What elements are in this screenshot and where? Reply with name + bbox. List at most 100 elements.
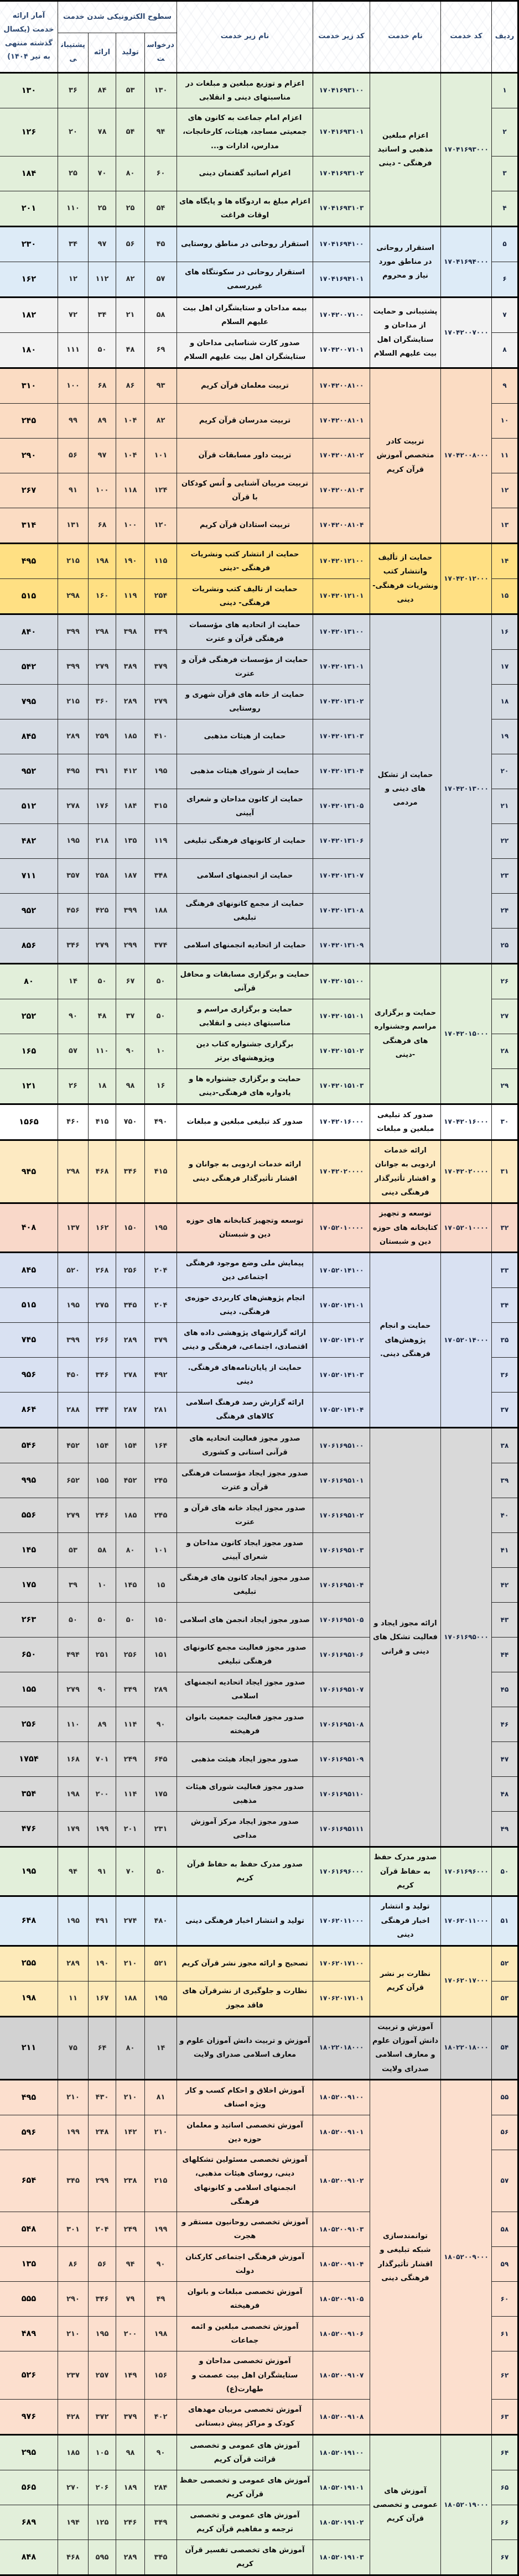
e-delivery-level-cell: ۵۸ — [88, 1532, 116, 1568]
table-row: ۹ ۱۷۰۴۲۰۰۸۰۰۰ تربیت کادر متخصص آموزش قرآن … — [0, 367, 518, 544]
e-request-level-cell: ۸۱ — [144, 2078, 177, 2115]
sub-service-code-cell: ۱۷۰۴۲۰۱۳۱۰۶ — [313, 823, 370, 859]
table-row: ۲۶ ۱۷۰۴۲۰۱۵۰۰۰ حمایت و برگزاری مراسم وجشنو… — [0, 963, 518, 1105]
e-request-level-cell: ۱۵۱ — [144, 1637, 177, 1673]
table-row: ۱۵ ۱۷۰۴۲۰۱۲۱۰۱ حمایت از تالیف کتب ونشریات … — [0, 578, 518, 615]
sub-service-code-cell: ۱۷۰۴۲۰۰۸۱۰۰ — [313, 367, 370, 404]
e-request-level-cell: ۲۳۱ — [144, 1811, 177, 1848]
table-row: ۴۱ ۱۷۰۶۱۶۹۵۱۰۳ صدور مجوز ایجاد کانون مداحا… — [0, 1532, 518, 1568]
sub-service-code-cell: ۱۷۰۵۲۰۱۴۱۰۰ — [313, 1252, 370, 1289]
sub-service-code-cell: ۱۷۰۴۲۰۱۵۱۰۰ — [313, 963, 370, 1000]
table-row: ۸ ۱۷۰۴۲۰۰۷۱۰۱ صدور کارت شناسایی مداحان و س… — [0, 332, 518, 369]
e-support-level-cell: ۱۸۵ — [57, 2434, 89, 2471]
sub-service-name-cell: تربیت مدرسان قرآن کریم — [177, 403, 313, 439]
service-name-cell: توانمندسازی شبکه تبلیغی و اقشار تأثیرگذا… — [370, 2078, 441, 2436]
annual-stat-cell: ۱۷۵۴ — [0, 1741, 58, 1777]
table-row: ۵۶ ۱۸۰۵۲۰۰۹۱۰۱ آموزش تخصصی اساتید و معلمان… — [0, 2114, 518, 2150]
e-production-level-cell: ۵۳ — [116, 72, 145, 108]
sub-service-name-cell: ارائه خدمات اردویی به جوانان و اقشار تأث… — [177, 1139, 313, 1204]
annual-stat-cell: ۵۴۶ — [0, 1427, 58, 1464]
annual-stat-cell: ۳۵۴ — [0, 1776, 58, 1812]
e-support-level-cell: ۳۹۹ — [57, 649, 89, 685]
sub-service-code-cell: ۱۷۰۴۲۰۱۵۱۰۳ — [313, 1068, 370, 1105]
e-request-level-cell: ۹۰ — [144, 2246, 177, 2282]
table-row: ۱۱ ۱۷۰۴۲۰۰۸۱۰۲ تربیت داور مسابقات قرآن ۱۰۱ ۱… — [0, 438, 518, 474]
annual-stat-cell: ۴۷۶ — [0, 1811, 58, 1848]
sub-service-name-cell: اعزام امام جماعت به کانون های جمعیتی مسا… — [177, 107, 313, 157]
service-name-cell: حمایت و انجام پژوهش‌های فرهنگی دینی. — [370, 1252, 441, 1428]
e-delivery-level-cell: ۲۹۹ — [88, 2149, 116, 2213]
table-row: ۱۴ ۱۷۰۴۲۰۱۲۰۰۰ حمایت از تألیف وانتشار کتب … — [0, 543, 518, 615]
e-production-level-cell: ۶۷ — [116, 963, 145, 1000]
e-production-level-cell: ۸۶ — [116, 367, 145, 404]
e-request-level-cell: ۳۷۹ — [144, 1322, 177, 1358]
e-delivery-level-cell: ۱۹۵ — [88, 2316, 116, 2352]
e-production-level-cell: ۲۷۴ — [116, 1895, 145, 1946]
sub-service-code-cell: ۱۸۰۵۲۰۰۹۱۰۸ — [313, 2399, 370, 2436]
sub-service-code-cell: ۱۷۰۴۲۰۱۳۱۰۱ — [313, 649, 370, 685]
e-request-level-cell: ۲۸۱ — [144, 1392, 177, 1428]
row-number-cell: ۱۶ — [491, 613, 518, 650]
service-code-cell: ۱۷۰۶۱۶۹۶۰۰۰ — [440, 1846, 492, 1897]
e-production-level-cell: ۲۴۶ — [116, 2505, 145, 2541]
e-support-level-cell: ۲۷۹ — [57, 1498, 89, 1534]
sub-service-name-cell: اعزام و توزیع مبلغین و مبلغات در مناسبته… — [177, 72, 313, 108]
row-number-cell: ۲۱ — [491, 789, 518, 825]
e-production-level-cell: ۲۱ — [116, 296, 145, 333]
service-code-cell: ۱۷۰۴۱۶۹۳۰۰۰ — [440, 72, 492, 227]
sub-service-code-cell: ۱۸۰۵۲۰۱۹۱۰۳ — [313, 2540, 370, 2576]
e-support-level-cell: ۴۵۲ — [57, 1427, 89, 1464]
e-production-level-cell: ۱۳۵ — [116, 823, 145, 859]
table-row: ۱۷ ۱۷۰۴۲۰۱۳۱۰۱ حمایت از مؤسسات فرهنگی قرآن… — [0, 649, 518, 685]
e-delivery-level-cell: ۲۴۸ — [88, 2114, 116, 2150]
sub-service-code-cell: ۱۸۰۵۲۰۰۹۱۰۵ — [313, 2281, 370, 2317]
row-number-cell: ۵۰ — [491, 1846, 518, 1897]
e-request-level-cell: ۱۹۵ — [144, 754, 177, 790]
sub-service-name-cell: بیمه مداحان و ستایشگران اهل بیت علیهم ال… — [177, 296, 313, 333]
service-code-cell: ۱۷۰۴۲۰۱۳۰۰۰ — [440, 613, 492, 964]
row-number-cell: ۴۶ — [491, 1707, 518, 1743]
e-delivery-level-cell: ۲۶۸ — [88, 1252, 116, 1289]
sub-service-code-cell: ۱۷۰۶۱۶۹۵۱۱۰ — [313, 1776, 370, 1812]
e-request-level-cell: ۳۱۵ — [144, 789, 177, 825]
row-number-cell: ۵۳ — [491, 1980, 518, 2017]
row-number-cell: ۵۱ — [491, 1895, 518, 1946]
sub-service-name-cell: حمایت از کانونهای فرهنگی تبلیغی — [177, 823, 313, 859]
e-support-level-cell: ۲۳۷ — [57, 2351, 89, 2400]
header-e-production: تولید — [116, 33, 145, 73]
sub-service-code-cell: ۱۸۰۵۲۰۰۹۱۰۳ — [313, 2212, 370, 2248]
sub-service-code-cell: ۱۸۰۵۲۰۱۹۱۰۰ — [313, 2434, 370, 2471]
e-request-level-cell: ۳۷۴ — [144, 928, 177, 964]
annual-stat-cell: ۸۴۵ — [0, 1252, 58, 1289]
sub-service-name-cell: حمایت از خانه های قرآن شهری و روستایی — [177, 684, 313, 720]
e-production-level-cell: ۲۷۸ — [116, 1357, 145, 1393]
row-number-cell: ۳۵ — [491, 1322, 518, 1358]
sub-service-code-cell: ۱۷۰۵۲۰۱۴۱۰۳ — [313, 1357, 370, 1393]
table-row: ۱۲ ۱۷۰۴۲۰۰۸۱۰۳ تربیت مربیان آشنایی و اُنس … — [0, 473, 518, 509]
e-production-level-cell: ۳۴۹ — [116, 1672, 145, 1708]
annual-stat-cell: ۲۶۷ — [0, 473, 58, 509]
sub-service-code-cell: ۱۷۰۴۲۰۰۸۱۰۱ — [313, 403, 370, 439]
e-support-level-cell: ۹۴ — [57, 1846, 89, 1897]
header-annual-stats: آمار ارائه خدمت (یکسال گذشته منتهی به تی… — [0, 1, 58, 73]
service-code-cell: ۱۷۰۴۲۰۱۲۰۰۰ — [440, 543, 492, 615]
e-support-level-cell: ۱۹۵ — [57, 1287, 89, 1323]
sub-service-code-cell: ۱۷۰۶۲۰۱۱۰۰۰ — [313, 1895, 370, 1946]
e-support-level-cell: ۱۱۰ — [57, 1707, 89, 1743]
e-support-level-cell: ۱۹۵ — [57, 1895, 89, 1946]
sub-service-code-cell: ۱۷۰۶۱۶۹۶۰۰۰ — [313, 1846, 370, 1897]
e-production-level-cell: ۲۳۸ — [116, 2149, 145, 2213]
e-delivery-level-cell: ۱۶۷ — [88, 1980, 116, 2017]
annual-stat-cell: ۲۹۵ — [0, 2434, 58, 2471]
e-production-level-cell: ۱۱۸ — [116, 473, 145, 509]
annual-stat-cell: ۶۵۰ — [0, 1637, 58, 1673]
sub-service-code-cell: ۱۸۰۵۲۰۰۹۱۰۲ — [313, 2149, 370, 2213]
sub-service-name-cell: آموزش تخصصی اساتید و معلمان حوزه دین — [177, 2114, 313, 2150]
e-delivery-level-cell: ۲۴۶ — [88, 1498, 116, 1534]
e-delivery-level-cell: ۲۷۵ — [88, 1287, 116, 1323]
e-request-level-cell: ۴۹۲ — [144, 1357, 177, 1393]
annual-stat-cell: ۹۷۶ — [0, 2399, 58, 2436]
service-name-cell: ارائه خدمات اردویی به جوانان و اقشار تأث… — [370, 1139, 441, 1204]
row-number-cell: ۳۷ — [491, 1392, 518, 1428]
e-delivery-level-cell: ۲۹۸ — [88, 613, 116, 650]
